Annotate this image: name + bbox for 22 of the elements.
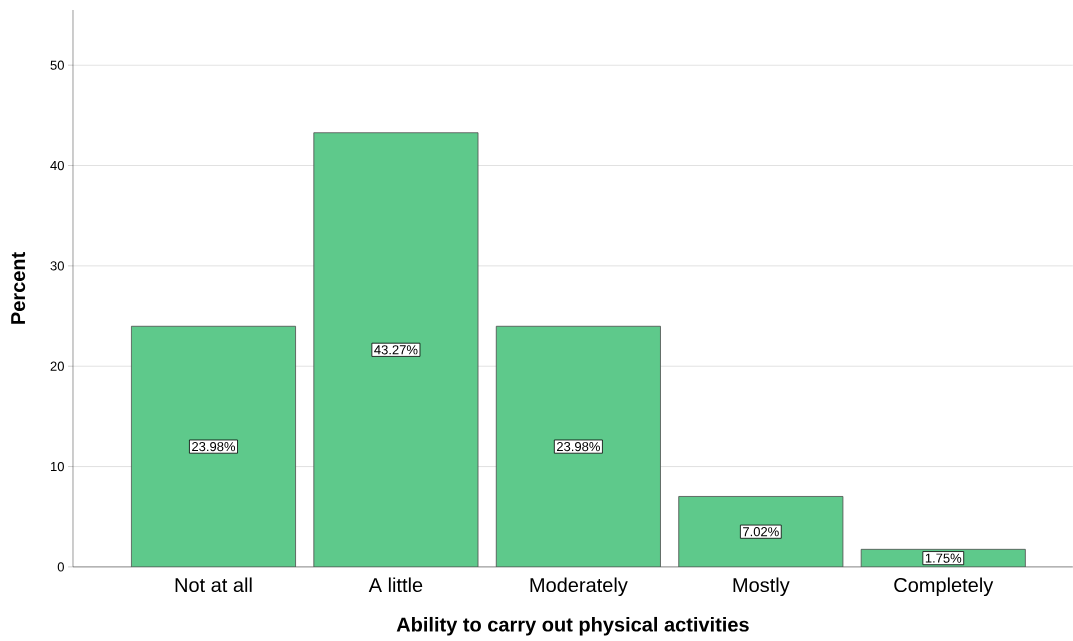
data-label: 43.27% (374, 345, 418, 355)
x-tick-label: Mostly (733, 577, 790, 597)
bar (130, 325, 296, 567)
x-tick-label: Moderately (530, 577, 628, 597)
x-tick-label: Not at all (175, 577, 252, 593)
x-axis-title: Ability to carry out physical activities (396, 616, 749, 636)
data-label: 23.98% (192, 442, 236, 452)
bar (495, 325, 661, 567)
data-label: 1.75% (925, 553, 962, 563)
y-tick-label: 10 (50, 462, 64, 472)
bar (313, 132, 479, 567)
y-tick-label: 0 (57, 562, 64, 572)
y-tick-label: 30 (50, 261, 64, 271)
data-label: 23.98% (556, 442, 600, 452)
y-tick-label: 40 (50, 160, 64, 171)
x-tick-label: A little (368, 577, 423, 593)
data-label: 7.02% (743, 527, 779, 537)
y-axis-title: Percent (11, 252, 26, 324)
bar (678, 496, 844, 567)
x-tick-label: Completely (894, 577, 994, 597)
y-tick-label: 50 (50, 60, 64, 70)
y-tick-label: 20 (50, 361, 64, 371)
